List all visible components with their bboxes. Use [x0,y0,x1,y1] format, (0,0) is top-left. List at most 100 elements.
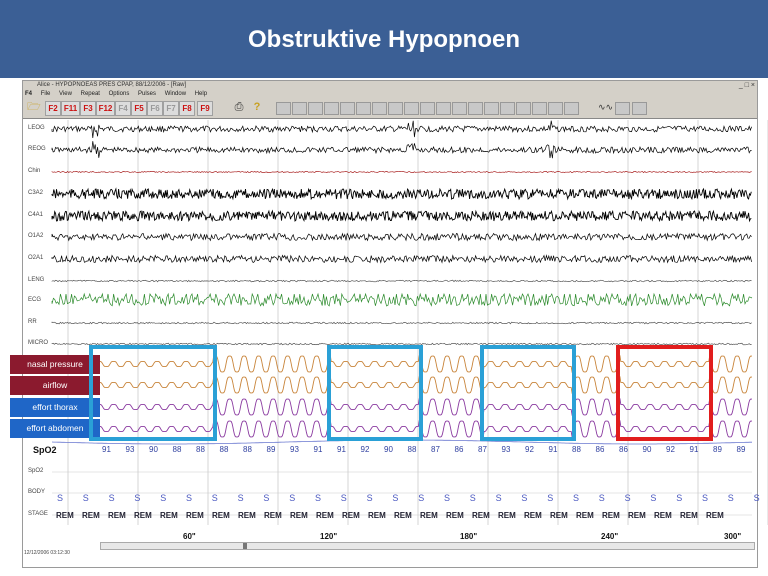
sleep-stage-label: REM [420,511,438,520]
hypopnea-box-2 [327,345,423,441]
eeg-trace [51,170,752,174]
sleep-stage-label: REM [264,511,282,520]
signal-traces [51,120,753,516]
body-position-marker: S [340,493,347,503]
maximize-icon[interactable]: □ [744,82,749,89]
spo2-value: 93 [125,445,135,454]
body-position-marker: S [211,493,218,503]
eeg-trace [51,279,752,283]
label-nasal-pressure: nasal pressure [10,355,100,374]
body-position-marker: S [186,493,193,503]
body-position-marker: S [624,493,631,503]
eeg-trace [51,232,752,242]
menu-repeat[interactable]: Repeat [80,91,100,97]
disabled-tool-button [436,102,451,115]
disabled-tool-button [420,102,435,115]
f11-button[interactable]: F11 [61,101,80,116]
printer-icon[interactable]: ⎙ [234,101,244,113]
body-position-marker: S [547,493,554,503]
f9-button[interactable]: F9 [197,101,213,116]
eeg-trace [51,187,752,201]
body-position-marker: S [521,493,528,503]
sleep-stage-label: REM [212,511,230,520]
disabled-tool-button [452,102,467,115]
body-position-marker: S [418,493,425,503]
list-view-button[interactable] [615,102,630,115]
spo2-value: 90 [642,445,652,454]
eeg-trace [51,342,752,346]
label-airflow: airflow [10,376,100,395]
channel-label: O1A2 [28,233,44,239]
alice-app-window: Alice - HYPOPNOEAS PRES CPAP, 88/12/2006… [22,80,758,568]
spo2-value: 86 [454,445,464,454]
grid-view-button[interactable] [632,102,647,115]
f12-button[interactable]: F12 [96,101,115,116]
sleep-stage-label: REM [108,511,126,520]
minimize-icon[interactable]: _ [738,82,743,89]
body-position-marker: S [702,493,709,503]
f6-button[interactable]: F6 [147,101,163,116]
spo2-value: 91 [337,445,346,454]
disabled-tool-button [484,102,499,115]
respiratory-trace [51,419,752,438]
f2-button[interactable]: F2 [45,101,61,116]
label-effort-abdomen: effort abdomen [10,419,100,438]
hypopnea-box-1 [89,345,217,441]
disabled-tool-button [532,102,547,115]
body-position-marker: S [57,493,64,503]
f7-button[interactable]: F7 [163,101,179,116]
menu-options[interactable]: Options [108,91,130,97]
menu-window[interactable]: Window [164,91,187,97]
spo2-value: 87 [431,445,440,454]
horizontal-scrollbar[interactable] [100,542,755,550]
sleep-stage-label: REM [498,511,516,520]
sleep-stage-label: REM [446,511,464,520]
sleep-stage-label: REM [394,511,412,520]
channel-label: C4A1 [28,212,44,218]
spo2-value: 90 [149,445,158,454]
waveform-icon[interactable]: ∿∿ [598,102,614,112]
menu-f4[interactable]: F4 [25,91,33,97]
menu-pulses[interactable]: Pulses [138,91,157,97]
body-position-marker: S [82,493,89,503]
disabled-tool-button [564,102,579,115]
respiratory-trace [51,397,752,416]
spo2-value: 92 [360,445,370,454]
slide-banner: Obstruktive Hypopnoen [0,0,768,78]
menu-view[interactable]: View [59,91,72,97]
body-position-marker: S [108,493,115,503]
close-icon[interactable]: × [750,82,755,89]
folder-icon[interactable]: 🗁 [27,101,41,113]
spo2-value: 91 [548,445,558,454]
f4-button[interactable]: F4 [115,101,131,116]
channel-label: STAGE [28,511,48,517]
window-controls[interactable]: _ □ × [739,81,755,90]
spo2-value: 89 [713,445,722,454]
time-label-300: 300" [724,532,742,541]
menu-file[interactable]: File [40,91,51,97]
sleep-stage-label: REM [550,511,568,520]
sleep-stage-label: REM [290,511,308,520]
sleep-stage-label: REM [160,511,178,520]
slide-title: Obstruktive Hypopnoen [247,26,521,53]
respiratory-trace [51,375,752,394]
sleep-stage-label: REM [82,511,100,520]
disabled-tool-button [404,102,419,115]
body-position-marker: S [160,493,167,503]
spo2-value: 88 [196,445,205,454]
f5-button[interactable]: F5 [131,101,147,116]
spo2-value: 88 [243,445,252,454]
f8-button[interactable]: F8 [179,101,195,116]
body-position-marker: S [676,493,683,503]
hypopnea-box-4 [616,345,713,441]
disabled-tool-button [388,102,403,115]
disabled-tool-button [308,102,323,115]
channel-label: LEOG [28,125,45,131]
body-position-marker: S [392,493,399,503]
f3-button[interactable]: F3 [80,101,96,116]
scrollbar-thumb[interactable] [243,543,247,549]
help-icon[interactable]: ? [253,101,261,113]
menu-help[interactable]: Help [194,91,208,97]
spo2-value: 87 [478,445,487,454]
channel-label: ECG [28,297,42,303]
